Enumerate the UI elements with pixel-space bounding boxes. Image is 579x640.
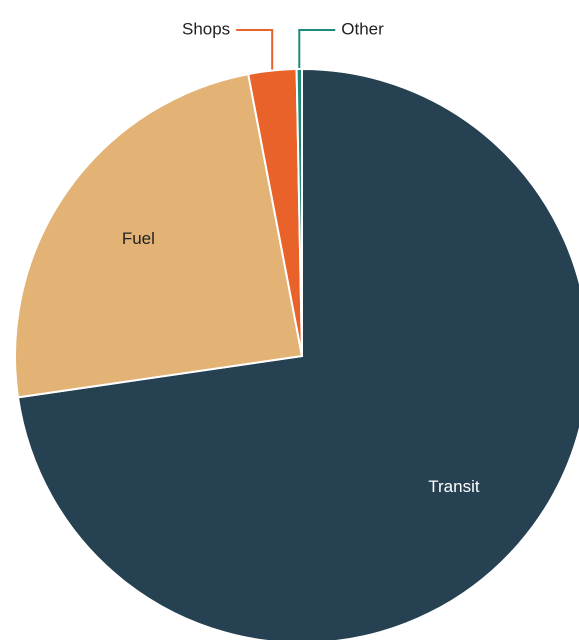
slice-label: Transit (428, 477, 480, 496)
slice-label: Shops (182, 19, 230, 38)
pie-slice (295, 67, 303, 357)
pie-slice (16, 67, 579, 640)
slice-label: Fuel (122, 229, 155, 248)
pie-slice (14, 72, 304, 399)
leader-line (298, 29, 336, 69)
slice-label: Other (341, 19, 384, 38)
leader-line (236, 29, 274, 70)
